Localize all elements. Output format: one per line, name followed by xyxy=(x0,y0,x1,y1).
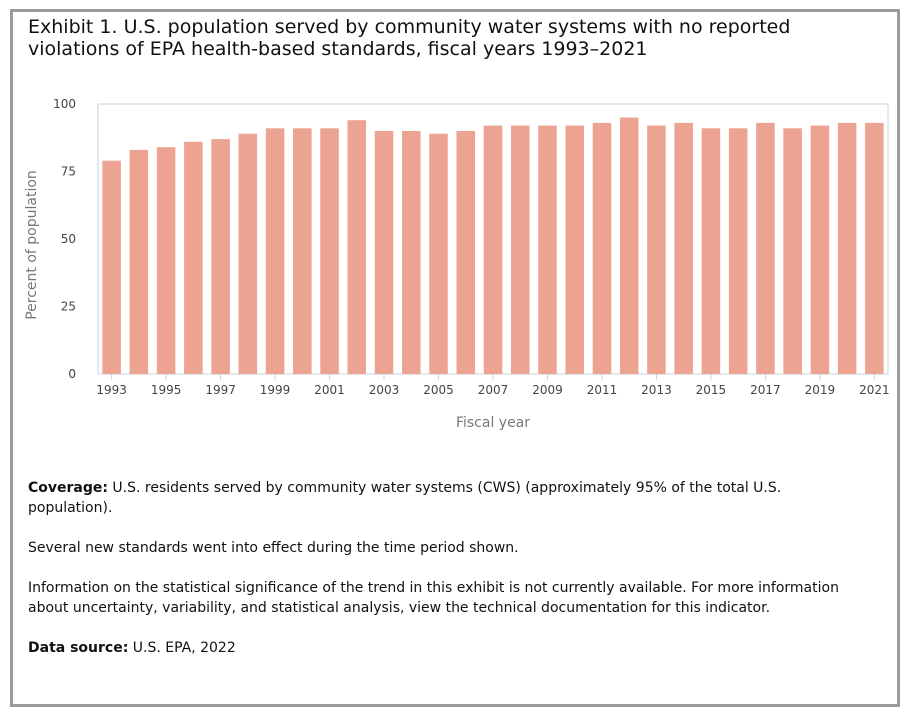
x-tick-label: 2011 xyxy=(587,383,618,397)
bar-2018[interactable] xyxy=(783,128,802,374)
source-label: Data source: xyxy=(28,640,129,656)
source-note: Data source: U.S. EPA, 2022 xyxy=(28,638,848,658)
bar-2015[interactable] xyxy=(701,128,721,374)
y-tick-label: 50 xyxy=(61,232,76,246)
bar-2011[interactable] xyxy=(592,122,612,375)
x-tick-label: 2015 xyxy=(696,383,727,397)
bars-group xyxy=(102,117,884,375)
bar-2000[interactable] xyxy=(293,128,312,374)
coverage-text: U.S. residents served by community water… xyxy=(28,480,782,516)
bar-2013[interactable] xyxy=(647,125,666,374)
coverage-label: Coverage: xyxy=(28,480,108,496)
coverage-note: Coverage: U.S. residents served by commu… xyxy=(28,478,848,518)
y-tick-label: 0 xyxy=(68,367,76,381)
bar-1994[interactable] xyxy=(129,149,149,374)
bar-2008[interactable] xyxy=(510,125,530,374)
bar-2004[interactable] xyxy=(402,131,421,374)
bar-2019[interactable] xyxy=(810,125,830,374)
bar-2003[interactable] xyxy=(374,131,394,374)
bar-2017[interactable] xyxy=(756,122,775,375)
bar-2012[interactable] xyxy=(619,117,639,375)
y-axis-title: Percent of population xyxy=(24,170,40,320)
x-tick-label: 1999 xyxy=(260,383,291,397)
y-axis-ticks: 0 25 50 75 100 xyxy=(53,97,76,381)
x-tick-label: 1995 xyxy=(151,383,182,397)
x-tick-label: 1993 xyxy=(96,383,127,397)
x-axis-ticks: 1993 1995 1997 1999 2001 2003 2005 2007 2009 2011… xyxy=(96,374,890,397)
significance-note: Information on the statistical significa… xyxy=(28,580,839,616)
bar-2009[interactable] xyxy=(538,125,557,374)
x-tick-label: 2017 xyxy=(750,383,781,397)
bar-1996[interactable] xyxy=(184,141,203,374)
x-tick-label: 2005 xyxy=(423,383,454,397)
bar-2014[interactable] xyxy=(674,122,693,375)
bar-2001[interactable] xyxy=(320,128,339,374)
bar-chart: 0 25 50 75 100 1993 1995 1997 1999 2001 2003 2005 2… xyxy=(24,97,890,431)
bar-2007[interactable] xyxy=(483,125,503,374)
x-axis-title: Fiscal year xyxy=(456,415,530,431)
bar-1999[interactable] xyxy=(265,128,285,374)
bar-2006[interactable] xyxy=(456,131,476,374)
chart-title: Exhibit 1. U.S. population served by com… xyxy=(28,16,791,60)
bar-1997[interactable] xyxy=(211,139,230,374)
bar-2010[interactable] xyxy=(565,125,584,374)
bar-2021[interactable] xyxy=(865,122,884,375)
bar-1998[interactable] xyxy=(238,133,258,374)
x-tick-label: 2007 xyxy=(478,383,509,397)
x-tick-label: 2013 xyxy=(641,383,672,397)
bar-2002[interactable] xyxy=(347,120,367,374)
y-tick-label: 75 xyxy=(61,165,76,179)
bar-2016[interactable] xyxy=(728,128,748,374)
standards-note: Several new standards went into effect d… xyxy=(28,540,519,556)
notes-section: Coverage: U.S. residents served by commu… xyxy=(28,478,848,678)
source-text: U.S. EPA, 2022 xyxy=(128,640,236,656)
x-tick-label: 2003 xyxy=(369,383,400,397)
bar-1993[interactable] xyxy=(102,160,121,374)
x-tick-label: 2009 xyxy=(532,383,563,397)
x-tick-label: 2001 xyxy=(314,383,345,397)
x-tick-label: 1997 xyxy=(205,383,236,397)
x-tick-label: 2019 xyxy=(805,383,836,397)
y-tick-label: 100 xyxy=(53,97,76,111)
bar-2020[interactable] xyxy=(837,122,857,375)
x-tick-label: 2021 xyxy=(859,383,890,397)
y-tick-label: 25 xyxy=(61,300,76,314)
bar-1995[interactable] xyxy=(156,147,176,374)
bar-2005[interactable] xyxy=(429,133,448,374)
